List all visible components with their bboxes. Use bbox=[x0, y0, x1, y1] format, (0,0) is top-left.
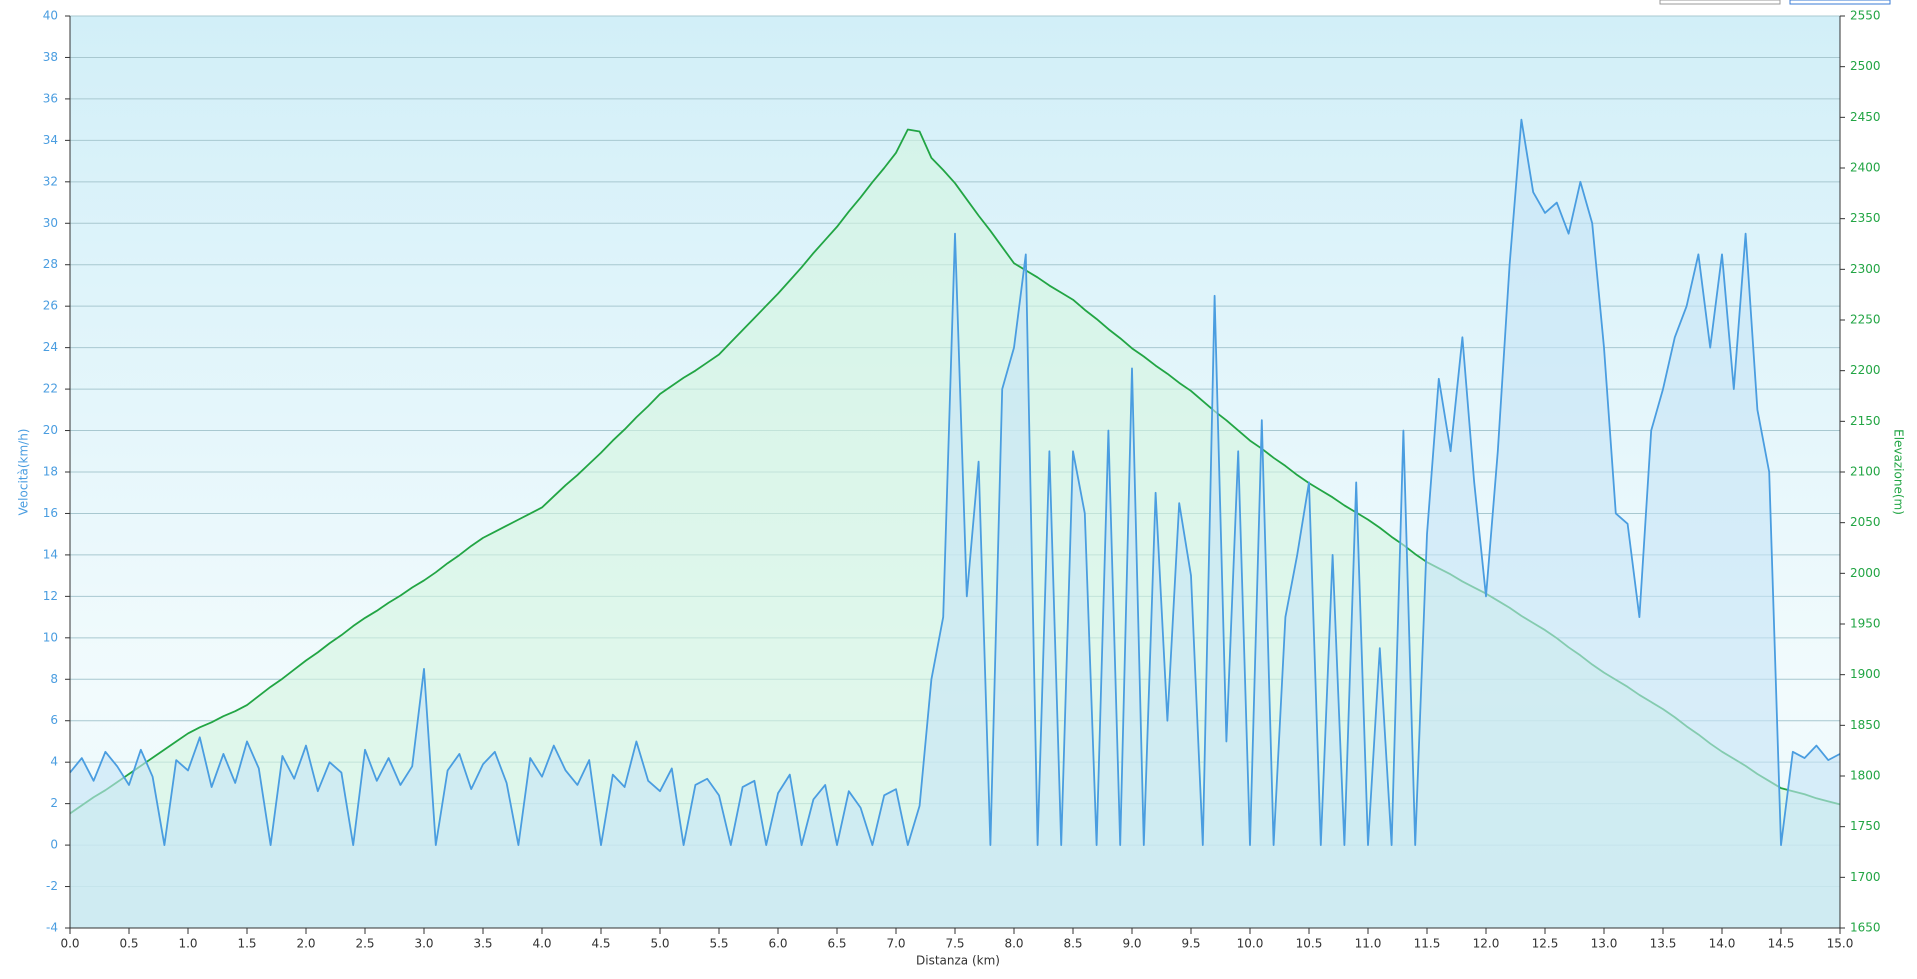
x-tick-label: 12.0 bbox=[1473, 937, 1500, 951]
y2-tick-label: 1700 bbox=[1850, 870, 1881, 884]
x-tick-label: 10.0 bbox=[1237, 937, 1264, 951]
x-tick-label: 5.5 bbox=[709, 937, 728, 951]
x-tick-label: 14.5 bbox=[1768, 937, 1795, 951]
y2-tick-label: 1750 bbox=[1850, 819, 1881, 833]
y-tick-label: 2 bbox=[50, 796, 58, 810]
x-tick-label: 11.5 bbox=[1414, 937, 1441, 951]
x-tick-label: 1.0 bbox=[178, 937, 197, 951]
control-box[interactable] bbox=[1659, 0, 1781, 5]
x-tick-label: 2.0 bbox=[296, 937, 315, 951]
y2-tick-label: 1900 bbox=[1850, 667, 1881, 681]
y-tick-label: 36 bbox=[43, 91, 58, 105]
y2-tick-label: 2000 bbox=[1850, 566, 1881, 580]
x-tick-label: 11.0 bbox=[1355, 937, 1382, 951]
y-tick-label: 40 bbox=[43, 9, 58, 23]
x-tick-label: 3.0 bbox=[414, 937, 433, 951]
x-tick-label: 10.5 bbox=[1296, 937, 1323, 951]
y-tick-label: 14 bbox=[43, 547, 58, 561]
x-tick-label: 9.0 bbox=[1122, 937, 1141, 951]
y-tick-label: 4 bbox=[50, 755, 58, 769]
y-tick-label: 26 bbox=[43, 299, 58, 313]
x-tick-label: 4.0 bbox=[532, 937, 551, 951]
x-tick-label: 6.5 bbox=[827, 937, 846, 951]
y2-tick-label: 2250 bbox=[1850, 313, 1881, 327]
y-tick-label: 8 bbox=[50, 672, 58, 686]
y-tick-label: 18 bbox=[43, 465, 58, 479]
y-tick-label: 38 bbox=[43, 50, 58, 64]
x-tick-label: 14.0 bbox=[1709, 937, 1736, 951]
area-fill bbox=[70, 119, 1840, 928]
x-tick-label: 0.5 bbox=[119, 937, 138, 951]
x-tick-label: 0.0 bbox=[60, 937, 79, 951]
x-tick-label: 4.5 bbox=[591, 937, 610, 951]
y-tick-label: 34 bbox=[43, 133, 58, 147]
x-tick-label: 5.0 bbox=[650, 937, 669, 951]
y2-tick-label: 2350 bbox=[1850, 211, 1881, 225]
x-tick-label: 7.5 bbox=[945, 937, 964, 951]
y2-tick-label: 2400 bbox=[1850, 161, 1881, 175]
y-tick-label: 20 bbox=[43, 423, 58, 437]
x-tick-label: 6.0 bbox=[768, 937, 787, 951]
x-tick-label: 1.5 bbox=[237, 937, 256, 951]
y-tick-label: 10 bbox=[43, 630, 58, 644]
x-tick-label: 13.5 bbox=[1650, 937, 1677, 951]
x-tick-label: 15.0 bbox=[1827, 937, 1854, 951]
y2-tick-label: 2550 bbox=[1850, 9, 1881, 23]
x-tick-label: 9.5 bbox=[1181, 937, 1200, 951]
y2-tick-label: 1650 bbox=[1850, 921, 1881, 935]
y-tick-label: 6 bbox=[50, 713, 58, 727]
y-tick-label: 16 bbox=[43, 506, 58, 520]
x-tick-label: 13.0 bbox=[1591, 937, 1618, 951]
x-tick-label: 8.0 bbox=[1004, 937, 1023, 951]
series-line bbox=[69, 118, 1841, 846]
x-axis-label: Distanza (km) bbox=[916, 954, 1000, 968]
y2-tick-label: 2300 bbox=[1850, 262, 1881, 276]
y-tick-label: 0 bbox=[50, 838, 58, 852]
x-tick-label: 7.0 bbox=[886, 937, 905, 951]
y2-tick-label: 2200 bbox=[1850, 363, 1881, 377]
y2-axis-label: Elevazione(m) bbox=[1892, 429, 1906, 515]
y-axis-label: Velocità(km/h) bbox=[17, 429, 31, 516]
y2-tick-label: 2100 bbox=[1850, 465, 1881, 479]
y-tick-label: 32 bbox=[43, 174, 58, 188]
x-tick-label: 2.5 bbox=[355, 937, 374, 951]
y2-tick-label: 2150 bbox=[1850, 414, 1881, 428]
y2-tick-label: 2500 bbox=[1850, 59, 1881, 73]
y2-tick-label: 2050 bbox=[1850, 515, 1881, 529]
y2-tick-label: 2450 bbox=[1850, 110, 1881, 124]
y-tick-label: 12 bbox=[43, 589, 58, 603]
y2-tick-label: 1800 bbox=[1850, 769, 1881, 783]
x-tick-label: 12.5 bbox=[1532, 937, 1559, 951]
y2-tick-label: 1850 bbox=[1850, 718, 1881, 732]
y-tick-label: -2 bbox=[46, 879, 58, 893]
x-tick-label: 3.5 bbox=[473, 937, 492, 951]
control-box[interactable] bbox=[1789, 0, 1891, 5]
y-tick-label: 24 bbox=[43, 340, 58, 354]
y-tick-label: 30 bbox=[43, 216, 58, 230]
y-tick-label: -4 bbox=[46, 921, 58, 935]
y-tick-label: 22 bbox=[43, 382, 58, 396]
y-tick-label: 28 bbox=[43, 257, 58, 271]
x-tick-label: 8.5 bbox=[1063, 937, 1082, 951]
y2-tick-label: 1950 bbox=[1850, 617, 1881, 631]
